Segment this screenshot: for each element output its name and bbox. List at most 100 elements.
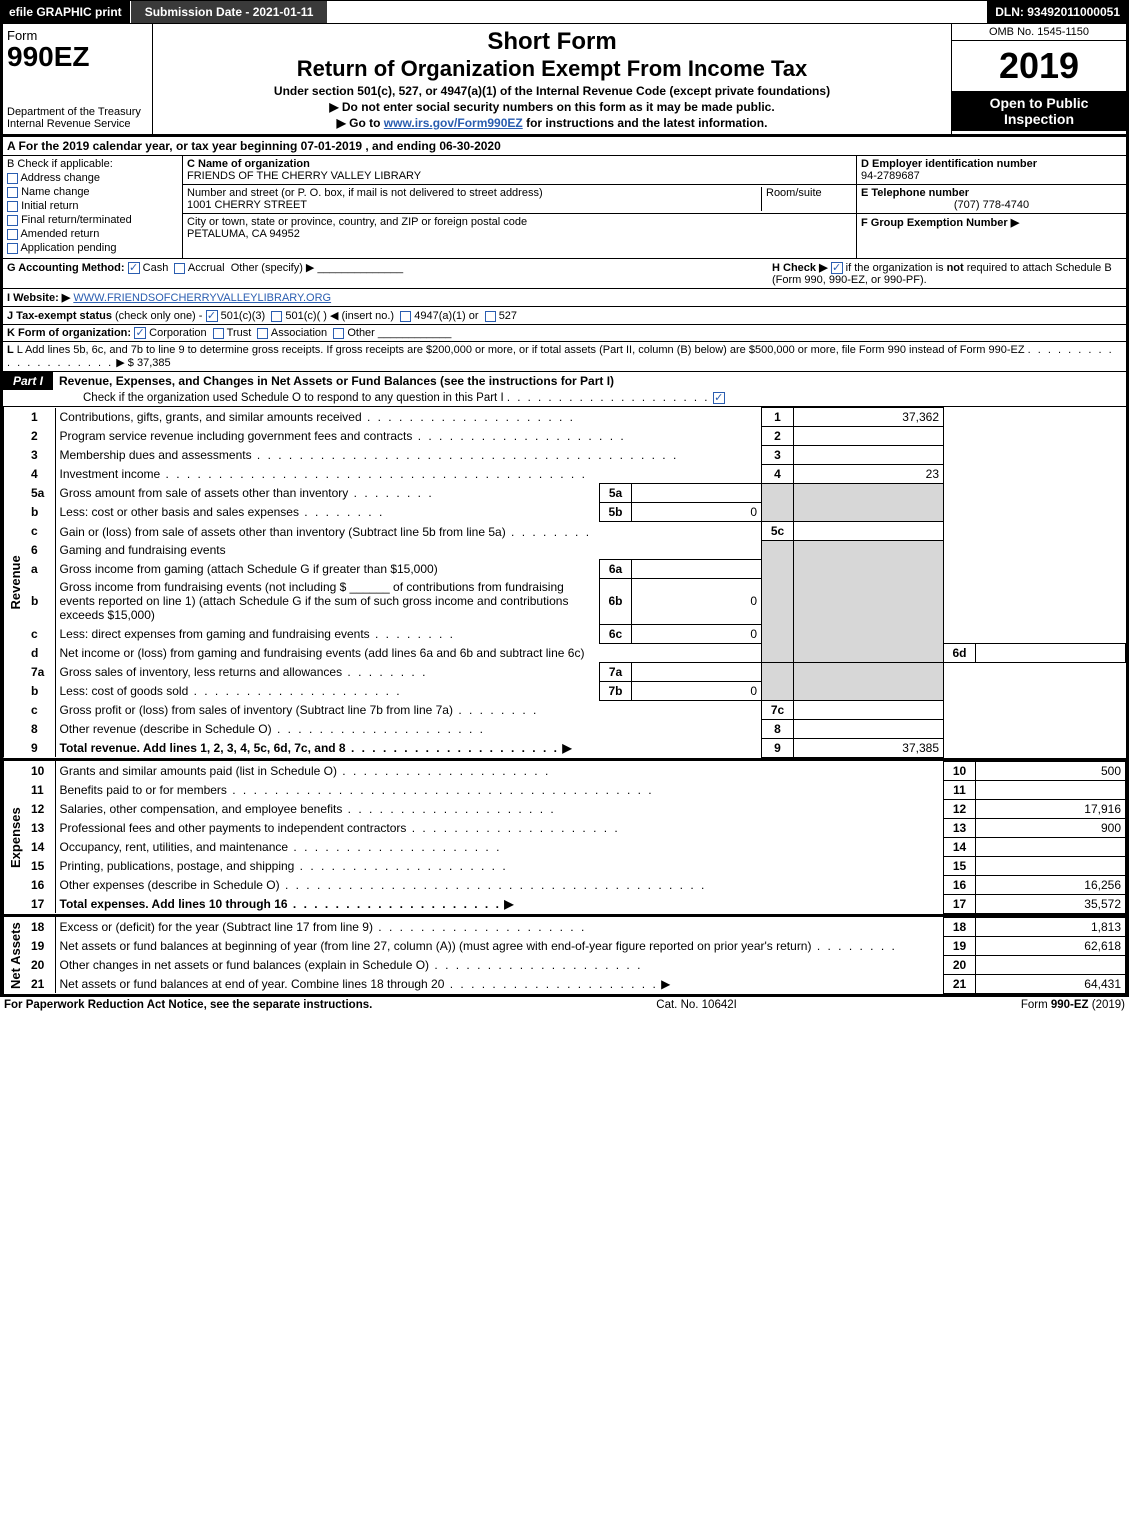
part-1-sub-text: Check if the organization used Schedule … xyxy=(83,392,504,404)
box-f: F Group Exemption Number ▶ xyxy=(857,214,1126,231)
chk-501c3[interactable]: ✓ xyxy=(206,310,218,322)
period-row: A For the 2019 calendar year, or tax yea… xyxy=(0,137,1129,156)
line-6: 6 Gaming and fundraising events xyxy=(27,541,1126,560)
line-5a: 5a Gross amount from sale of assets othe… xyxy=(27,484,1126,503)
line-5c: c Gain or (loss) from sale of assets oth… xyxy=(27,522,1126,541)
chk-cash[interactable]: ✓ xyxy=(128,262,140,274)
line-7c: c Gross profit or (loss) from sales of i… xyxy=(27,700,1126,719)
form-subtitle: Under section 501(c), 527, or 4947(a)(1)… xyxy=(274,84,830,98)
box-g: G Accounting Method: ✓ Cash Accrual Othe… xyxy=(7,261,772,286)
line-5b: b Less: cost or other basis and sales ex… xyxy=(27,503,1126,522)
expenses-table: 10 Grants and similar amounts paid (list… xyxy=(27,761,1126,914)
footer-left: For Paperwork Reduction Act Notice, see … xyxy=(4,999,372,1011)
line-4: 4 Investment income 4 23 xyxy=(27,465,1126,484)
l-value: 37,385 xyxy=(137,357,171,369)
part-1-sub: Check if the organization used Schedule … xyxy=(3,390,1126,406)
footer-center: Cat. No. 10642I xyxy=(656,999,737,1011)
dln-label: DLN: 93492011000051 xyxy=(987,1,1128,23)
line-6a: a Gross income from gaming (attach Sched… xyxy=(27,559,1126,578)
irs-link[interactable]: www.irs.gov/Form990EZ xyxy=(384,116,523,130)
street-value: 1001 CHERRY STREET xyxy=(187,199,307,211)
form-number: 990EZ xyxy=(7,43,148,71)
chk-accrual[interactable] xyxy=(174,263,185,274)
g-h-row: G Accounting Method: ✓ Cash Accrual Othe… xyxy=(0,259,1129,289)
h-label: H Check ▶ xyxy=(772,262,828,274)
revenue-vert-label: Revenue xyxy=(3,407,27,758)
opt-501c: 501(c)( ) ◀ (insert no.) xyxy=(285,310,394,322)
city-value: PETALUMA, CA 94952 xyxy=(187,228,300,240)
box-j: J Tax-exempt status (check only one) - ✓… xyxy=(0,307,1129,325)
efile-label[interactable]: efile GRAPHIC print xyxy=(1,1,130,23)
chk-corp[interactable]: ✓ xyxy=(134,327,146,339)
group-exemption-label: F Group Exemption Number ▶ xyxy=(861,217,1019,229)
opt-otherorg: Other xyxy=(347,327,375,339)
chk-initial-return[interactable]: Initial return xyxy=(7,200,178,212)
chk-final-return[interactable]: Final return/terminated xyxy=(7,214,178,226)
form-title-1: Short Form xyxy=(487,28,616,56)
line-10: 10 Grants and similar amounts paid (list… xyxy=(27,761,1126,780)
part-1-title: Revenue, Expenses, and Changes in Net As… xyxy=(59,374,614,388)
ein-label: D Employer identification number xyxy=(861,158,1037,170)
chk-501c[interactable] xyxy=(271,311,282,322)
expenses-section: Expenses 10 Grants and similar amounts p… xyxy=(0,761,1129,917)
org-name-label: C Name of organization xyxy=(187,158,310,170)
net-assets-table: 18 Excess or (deficit) for the year (Sub… xyxy=(27,917,1126,994)
department-label: Department of the Treasury Internal Reve… xyxy=(7,106,148,130)
chk-h[interactable]: ✓ xyxy=(831,262,843,274)
chk-address-change[interactable]: Address change xyxy=(7,172,178,184)
net-assets-vert-label: Net Assets xyxy=(3,917,27,994)
chk-527[interactable] xyxy=(485,311,496,322)
line-18: 18 Excess or (deficit) for the year (Sub… xyxy=(27,917,1126,936)
dept-irs: Internal Revenue Service xyxy=(7,118,131,130)
dept-treasury: Department of the Treasury xyxy=(7,106,141,118)
info-grid: B Check if applicable: Address change Na… xyxy=(0,156,1129,259)
omb-number: OMB No. 1545-1150 xyxy=(952,24,1126,41)
h-text-1: if the organization is xyxy=(846,262,947,274)
form-of-org-label: K Form of organization: xyxy=(7,327,131,339)
open-to-public: Open to Public Inspection xyxy=(952,91,1126,131)
line-16: 16 Other expenses (describe in Schedule … xyxy=(27,875,1126,894)
line-3: 3 Membership dues and assessments 3 xyxy=(27,446,1126,465)
line-2: 2 Program service revenue including gove… xyxy=(27,427,1126,446)
website-link[interactable]: WWW.FRIENDSOFCHERRYVALLEYLIBRARY.ORG xyxy=(73,292,331,304)
org-name: FRIENDS OF THE CHERRY VALLEY LIBRARY xyxy=(187,170,421,182)
line-9: 9 Total revenue. Add lines 1, 2, 3, 4, 5… xyxy=(27,738,1126,757)
chk-name-change[interactable]: Name change xyxy=(7,186,178,198)
chk-4947[interactable] xyxy=(400,311,411,322)
chk-app-pending[interactable]: Application pending xyxy=(7,242,178,254)
box-b: B Check if applicable: Address change Na… xyxy=(3,156,183,258)
street-row: Number and street (or P. O. box, if mail… xyxy=(183,185,856,214)
line-6b: b Gross income from fundraising events (… xyxy=(27,578,1126,624)
opt-527: 527 xyxy=(499,310,517,322)
city-row: City or town, state or province, country… xyxy=(183,214,856,242)
opt-501c3: 501(c)(3) xyxy=(221,310,266,322)
line-19: 19 Net assets or fund balances at beginn… xyxy=(27,936,1126,955)
line-7a: 7a Gross sales of inventory, less return… xyxy=(27,662,1126,681)
l-text: L Add lines 5b, 6c, and 7b to line 9 to … xyxy=(17,344,1025,356)
chk-otherorg[interactable] xyxy=(333,328,344,339)
box-c: C Name of organization FRIENDS OF THE CH… xyxy=(183,156,856,258)
street-label: Number and street (or P. O. box, if mail… xyxy=(187,187,543,199)
tax-year: 2019 xyxy=(952,41,1126,91)
revenue-section: Revenue 1 Contributions, gifts, grants, … xyxy=(0,407,1129,761)
box-b-label: B Check if applicable: xyxy=(7,158,113,170)
chk-schedule-o[interactable]: ✓ xyxy=(713,392,725,404)
opt-assoc: Association xyxy=(271,327,327,339)
chk-trust[interactable] xyxy=(213,328,224,339)
opt-accrual: Accrual xyxy=(188,262,225,274)
tax-exempt-note: (check only one) - xyxy=(115,310,202,322)
chk-amended-return[interactable]: Amended return xyxy=(7,228,178,240)
box-d: D Employer identification number 94-2789… xyxy=(857,156,1126,185)
line-6c: c Less: direct expenses from gaming and … xyxy=(27,624,1126,643)
line-13: 13 Professional fees and other payments … xyxy=(27,818,1126,837)
line-11: 11 Benefits paid to or for members 11 xyxy=(27,780,1126,799)
line-1: 1 Contributions, gifts, grants, and simi… xyxy=(27,408,1126,427)
chk-assoc[interactable] xyxy=(257,328,268,339)
opt-4947: 4947(a)(1) or xyxy=(414,310,478,322)
page-footer: For Paperwork Reduction Act Notice, see … xyxy=(0,997,1129,1013)
h-not: not xyxy=(947,262,964,274)
header-right: OMB No. 1545-1150 2019 Open to Public In… xyxy=(951,24,1126,134)
line-21: 21 Net assets or fund balances at end of… xyxy=(27,974,1126,993)
org-name-row: C Name of organization FRIENDS OF THE CH… xyxy=(183,156,856,185)
note-goto: ▶ Go to www.irs.gov/Form990EZ for instru… xyxy=(337,116,768,130)
